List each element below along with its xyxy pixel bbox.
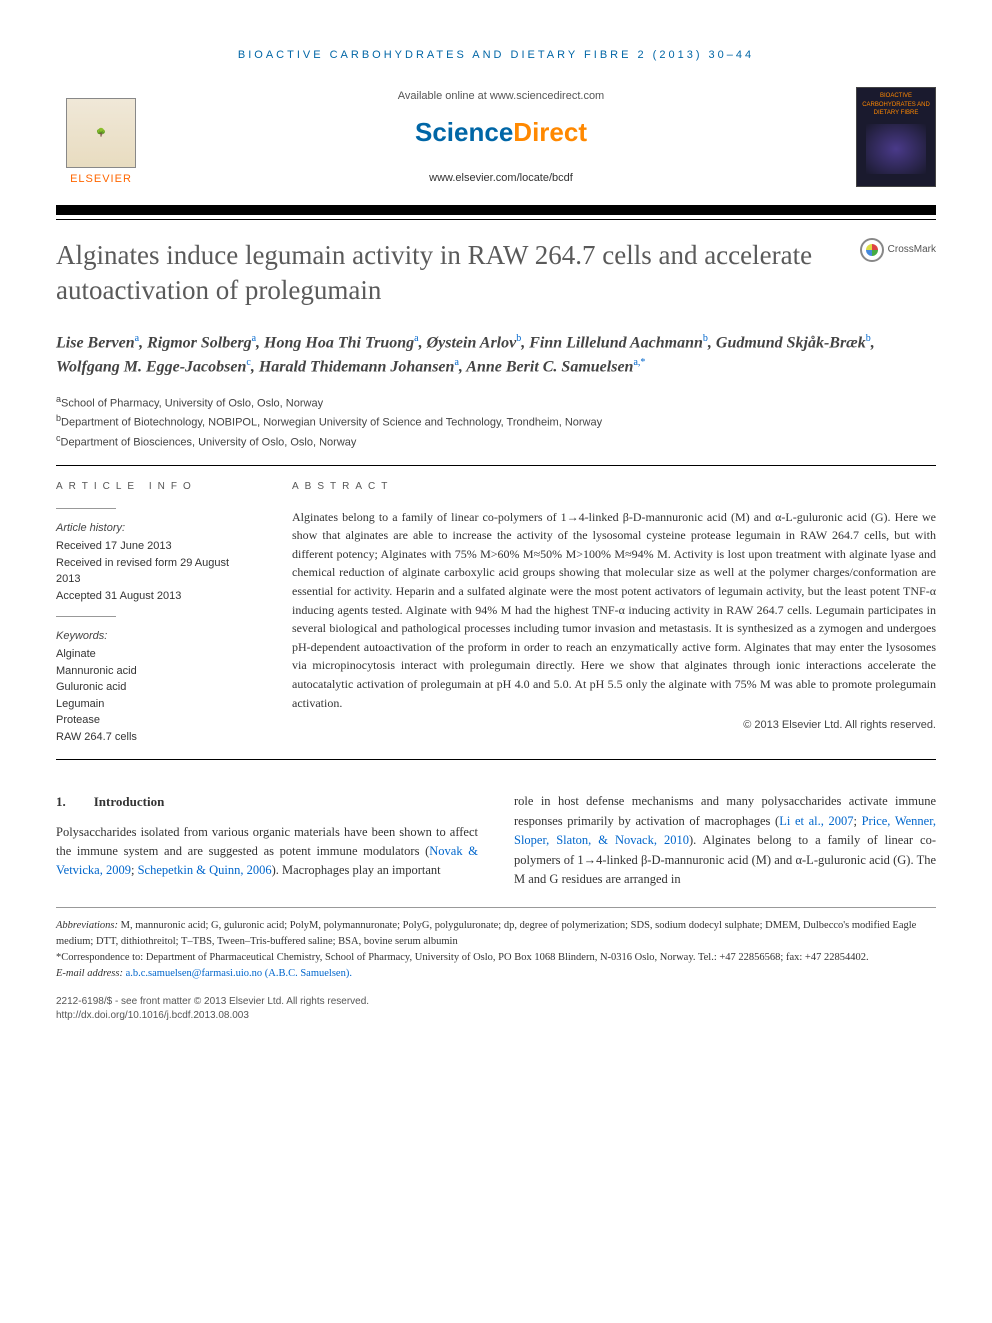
email-line: E-mail address: a.b.c.samuelsen@farmasi.…	[56, 966, 936, 982]
sd-direct: Direct	[513, 117, 587, 147]
abbrev-text: M, mannuronic acid; G, guluronic acid; P…	[56, 920, 916, 947]
crossmark-label: CrossMark	[888, 243, 936, 257]
corr-label: *Correspondence to:	[56, 952, 143, 963]
correspondence: *Correspondence to: Department of Pharma…	[56, 950, 936, 966]
affiliation-b: bDepartment of Biotechnology, NOBIPOL, N…	[56, 412, 936, 431]
intro-row: 1. Introduction Polysaccharides isolated …	[56, 792, 936, 889]
abbreviations: Abbreviations: M, mannuronic acid; G, gu…	[56, 918, 936, 950]
elsevier-text: ELSEVIER	[70, 172, 132, 187]
info-divider	[56, 508, 116, 509]
issn-line: 2212-6198/$ - see front matter © 2013 El…	[56, 995, 936, 1009]
intro-col-right: role in host defense mechanisms and many…	[514, 792, 936, 889]
info-heading: ARTICLE INFO	[56, 480, 256, 494]
history-revised: Received in revised form 29 August 2013	[56, 555, 256, 588]
elsevier-tree-icon: 🌳	[66, 98, 136, 168]
intro-title: Introduction	[94, 794, 165, 809]
center-block: Available online at www.sciencedirect.co…	[146, 89, 856, 186]
article-title: Alginates induce legumain activity in RA…	[56, 238, 860, 308]
bottom-meta: 2212-6198/$ - see front matter © 2013 El…	[56, 995, 936, 1023]
abstract-heading: ABSTRACT	[292, 480, 936, 494]
keyword: Mannuronic acid	[56, 663, 256, 680]
affiliations: aSchool of Pharmacy, University of Oslo,…	[56, 393, 936, 450]
abstract-text: Alginates belong to a family of linear c…	[292, 508, 936, 713]
keyword: Protease	[56, 712, 256, 729]
intro-text: Polysaccharides isolated from various or…	[56, 825, 478, 858]
footer-divider	[56, 907, 936, 908]
sd-science: Science	[415, 117, 513, 147]
journal-header: BIOACTIVE CARBOHYDRATES AND DIETARY FIBR…	[56, 48, 936, 63]
black-bar	[56, 205, 936, 215]
keyword: RAW 264.7 cells	[56, 729, 256, 746]
history-accepted: Accepted 31 August 2013	[56, 588, 256, 605]
intro-text: ). Macrophages play an important	[272, 863, 441, 877]
ref-link[interactable]: Schepetkin & Quinn, 2006	[138, 863, 272, 877]
authors: Lise Bervena, Rigmor Solberga, Hong Hoa …	[56, 331, 936, 380]
article-info: ARTICLE INFO Article history: Received 1…	[56, 480, 256, 746]
elsevier-logo: 🌳 ELSEVIER	[56, 87, 146, 187]
intro-num: 1.	[56, 794, 66, 809]
keyword: Legumain	[56, 696, 256, 713]
keyword: Alginate	[56, 646, 256, 663]
info-divider	[56, 616, 116, 617]
keyword: Guluronic acid	[56, 679, 256, 696]
crossmark-icon	[860, 238, 884, 262]
footnotes: Abbreviations: M, mannuronic acid; G, gu…	[56, 918, 936, 981]
email-address[interactable]: a.b.c.samuelsen@farmasi.uio.no (A.B.C. S…	[126, 968, 352, 979]
thin-line	[56, 219, 936, 220]
divider	[56, 465, 936, 466]
intro-col-left: 1. Introduction Polysaccharides isolated …	[56, 792, 478, 889]
abstract-column: ABSTRACT Alginates belong to a family of…	[292, 480, 936, 746]
available-online-text: Available online at www.sciencedirect.co…	[146, 89, 856, 104]
keywords-label: Keywords:	[56, 629, 256, 644]
top-section: 🌳 ELSEVIER Available online at www.scien…	[56, 87, 936, 187]
journal-cover: BIOACTIVE CARBOHYDRATES AND DIETARY FIBR…	[856, 87, 936, 187]
divider	[56, 759, 936, 760]
journal-cover-title: BIOACTIVE CARBOHYDRATES AND DIETARY FIBR…	[861, 92, 931, 117]
journal-cover-image	[866, 124, 926, 174]
title-row: Alginates induce legumain activity in RA…	[56, 238, 936, 308]
history-received: Received 17 June 2013	[56, 538, 256, 555]
email-label: E-mail address:	[56, 968, 123, 979]
abbrev-label: Abbreviations:	[56, 920, 118, 931]
journal-url[interactable]: www.elsevier.com/locate/bcdf	[146, 171, 856, 186]
info-abstract-row: ARTICLE INFO Article history: Received 1…	[56, 480, 936, 746]
affiliation-a: aSchool of Pharmacy, University of Oslo,…	[56, 393, 936, 412]
ref-link[interactable]: Li et al., 2007	[779, 814, 853, 828]
doi-line[interactable]: http://dx.doi.org/10.1016/j.bcdf.2013.08…	[56, 1009, 936, 1023]
corr-text: Department of Pharmaceutical Chemistry, …	[146, 952, 869, 963]
copyright: © 2013 Elsevier Ltd. All rights reserved…	[292, 718, 936, 733]
crossmark-badge[interactable]: CrossMark	[860, 238, 936, 262]
history-label: Article history:	[56, 521, 256, 536]
intro-heading: 1. Introduction	[56, 792, 478, 812]
affiliation-c: cDepartment of Biosciences, University o…	[56, 432, 936, 451]
sciencedirect-logo[interactable]: ScienceDirect	[146, 114, 856, 150]
